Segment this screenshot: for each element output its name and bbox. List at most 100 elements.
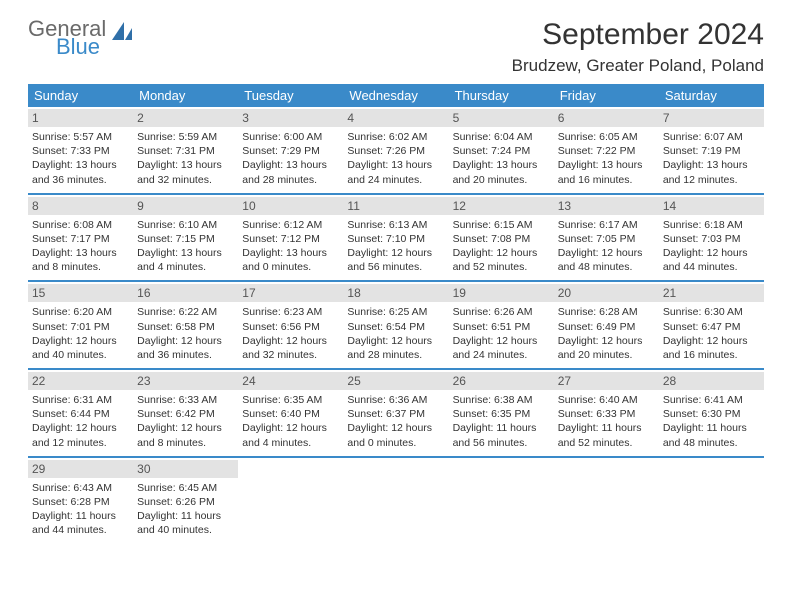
sunset-text: Sunset: 7:26 PM [347, 144, 444, 158]
sunset-text: Sunset: 6:49 PM [558, 320, 655, 334]
day-cell: 17Sunrise: 6:23 AMSunset: 6:56 PMDayligh… [238, 282, 343, 368]
sunrise-text: Sunrise: 6:23 AM [242, 305, 339, 319]
sunset-text: Sunset: 6:33 PM [558, 407, 655, 421]
day1-text: Daylight: 13 hours [347, 158, 444, 172]
sunrise-text: Sunrise: 6:28 AM [558, 305, 655, 319]
sunrise-text: Sunrise: 6:31 AM [32, 393, 129, 407]
day-cell: 23Sunrise: 6:33 AMSunset: 6:42 PMDayligh… [133, 370, 238, 456]
day2-text: and 40 minutes. [137, 523, 234, 537]
day2-text: and 12 minutes. [663, 173, 760, 187]
sunrise-text: Sunrise: 6:12 AM [242, 218, 339, 232]
day-header: Wednesday [343, 84, 448, 107]
month-title: September 2024 [512, 18, 764, 52]
sunrise-text: Sunrise: 6:22 AM [137, 305, 234, 319]
day-cell: 2Sunrise: 5:59 AMSunset: 7:31 PMDaylight… [133, 107, 238, 193]
day-number: 16 [133, 284, 238, 302]
day2-text: and 16 minutes. [663, 348, 760, 362]
location-text: Brudzew, Greater Poland, Poland [512, 56, 764, 76]
sunset-text: Sunset: 7:15 PM [137, 232, 234, 246]
day1-text: Daylight: 12 hours [242, 334, 339, 348]
sunrise-text: Sunrise: 6:45 AM [137, 481, 234, 495]
day1-text: Daylight: 13 hours [32, 246, 129, 260]
sunrise-text: Sunrise: 6:00 AM [242, 130, 339, 144]
sunrise-text: Sunrise: 6:04 AM [453, 130, 550, 144]
sunrise-text: Sunrise: 6:40 AM [558, 393, 655, 407]
day2-text: and 24 minutes. [453, 348, 550, 362]
sunset-text: Sunset: 6:56 PM [242, 320, 339, 334]
day2-text: and 48 minutes. [663, 436, 760, 450]
day-cell: 30Sunrise: 6:45 AMSunset: 6:26 PMDayligh… [133, 458, 238, 544]
day2-text: and 44 minutes. [663, 260, 760, 274]
day-number: 21 [659, 284, 764, 302]
day-cell: 1 Sunrise: 5:57 AMSunset: 7:33 PMDaylight… [28, 107, 133, 193]
day-cell: 10Sunrise: 6:12 AMSunset: 7:12 PMDayligh… [238, 195, 343, 281]
sunset-text: Sunset: 7:33 PM [32, 144, 129, 158]
day-header: Monday [133, 84, 238, 107]
day-number: 1 [28, 109, 133, 127]
day-cell: 14Sunrise: 6:18 AMSunset: 7:03 PMDayligh… [659, 195, 764, 281]
day2-text: and 32 minutes. [137, 173, 234, 187]
day2-text: and 44 minutes. [32, 523, 129, 537]
day-cell [554, 458, 659, 544]
sunrise-text: Sunrise: 5:59 AM [137, 130, 234, 144]
sunset-text: Sunset: 6:35 PM [453, 407, 550, 421]
sunset-text: Sunset: 6:54 PM [347, 320, 444, 334]
sunrise-text: Sunrise: 6:15 AM [453, 218, 550, 232]
day-number: 24 [238, 372, 343, 390]
day2-text: and 16 minutes. [558, 173, 655, 187]
day2-text: and 52 minutes. [558, 436, 655, 450]
day-cell: 28Sunrise: 6:41 AMSunset: 6:30 PMDayligh… [659, 370, 764, 456]
day2-text: and 0 minutes. [242, 260, 339, 274]
sunset-text: Sunset: 7:24 PM [453, 144, 550, 158]
logo-word-blue: Blue [56, 36, 106, 58]
day-cell [238, 458, 343, 544]
day-cell: 7Sunrise: 6:07 AMSunset: 7:19 PMDaylight… [659, 107, 764, 193]
day-number: 4 [343, 109, 448, 127]
sunset-text: Sunset: 7:22 PM [558, 144, 655, 158]
day-cell: 12Sunrise: 6:15 AMSunset: 7:08 PMDayligh… [449, 195, 554, 281]
day1-text: Daylight: 13 hours [32, 158, 129, 172]
day2-text: and 40 minutes. [32, 348, 129, 362]
day-number: 7 [659, 109, 764, 127]
sunset-text: Sunset: 6:51 PM [453, 320, 550, 334]
day-cell: 13Sunrise: 6:17 AMSunset: 7:05 PMDayligh… [554, 195, 659, 281]
day1-text: Daylight: 12 hours [347, 334, 444, 348]
sunrise-text: Sunrise: 6:10 AM [137, 218, 234, 232]
day2-text: and 12 minutes. [32, 436, 129, 450]
day-number: 13 [554, 197, 659, 215]
day-number: 25 [343, 372, 448, 390]
sunset-text: Sunset: 6:37 PM [347, 407, 444, 421]
day-header: Saturday [659, 84, 764, 107]
day-cell: 20Sunrise: 6:28 AMSunset: 6:49 PMDayligh… [554, 282, 659, 368]
sunset-text: Sunset: 7:05 PM [558, 232, 655, 246]
day1-text: Daylight: 11 hours [32, 509, 129, 523]
day-cell: 22Sunrise: 6:31 AMSunset: 6:44 PMDayligh… [28, 370, 133, 456]
day-header: Tuesday [238, 84, 343, 107]
sunrise-text: Sunrise: 6:17 AM [558, 218, 655, 232]
day1-text: Daylight: 13 hours [663, 158, 760, 172]
sunrise-text: Sunrise: 5:57 AM [32, 130, 129, 144]
day-number: 6 [554, 109, 659, 127]
day-cell: 4Sunrise: 6:02 AMSunset: 7:26 PMDaylight… [343, 107, 448, 193]
sunrise-text: Sunrise: 6:25 AM [347, 305, 444, 319]
day1-text: Daylight: 13 hours [453, 158, 550, 172]
day-cell: 27Sunrise: 6:40 AMSunset: 6:33 PMDayligh… [554, 370, 659, 456]
sunset-text: Sunset: 6:58 PM [137, 320, 234, 334]
day-cell: 19Sunrise: 6:26 AMSunset: 6:51 PMDayligh… [449, 282, 554, 368]
logo: General Blue [28, 18, 134, 58]
day2-text: and 0 minutes. [347, 436, 444, 450]
page-header: General Blue September 2024 Brudzew, Gre… [28, 18, 764, 76]
day1-text: Daylight: 13 hours [137, 158, 234, 172]
day-number: 8 [28, 197, 133, 215]
day2-text: and 56 minutes. [453, 436, 550, 450]
day-number: 15 [28, 284, 133, 302]
day1-text: Daylight: 12 hours [453, 334, 550, 348]
sunrise-text: Sunrise: 6:26 AM [453, 305, 550, 319]
calendar-grid: SundayMondayTuesdayWednesdayThursdayFrid… [28, 84, 764, 543]
title-block: September 2024 Brudzew, Greater Poland, … [512, 18, 764, 76]
day-number: 11 [343, 197, 448, 215]
sunset-text: Sunset: 6:40 PM [242, 407, 339, 421]
day-cell: 25Sunrise: 6:36 AMSunset: 6:37 PMDayligh… [343, 370, 448, 456]
sunrise-text: Sunrise: 6:38 AM [453, 393, 550, 407]
day1-text: Daylight: 11 hours [453, 421, 550, 435]
